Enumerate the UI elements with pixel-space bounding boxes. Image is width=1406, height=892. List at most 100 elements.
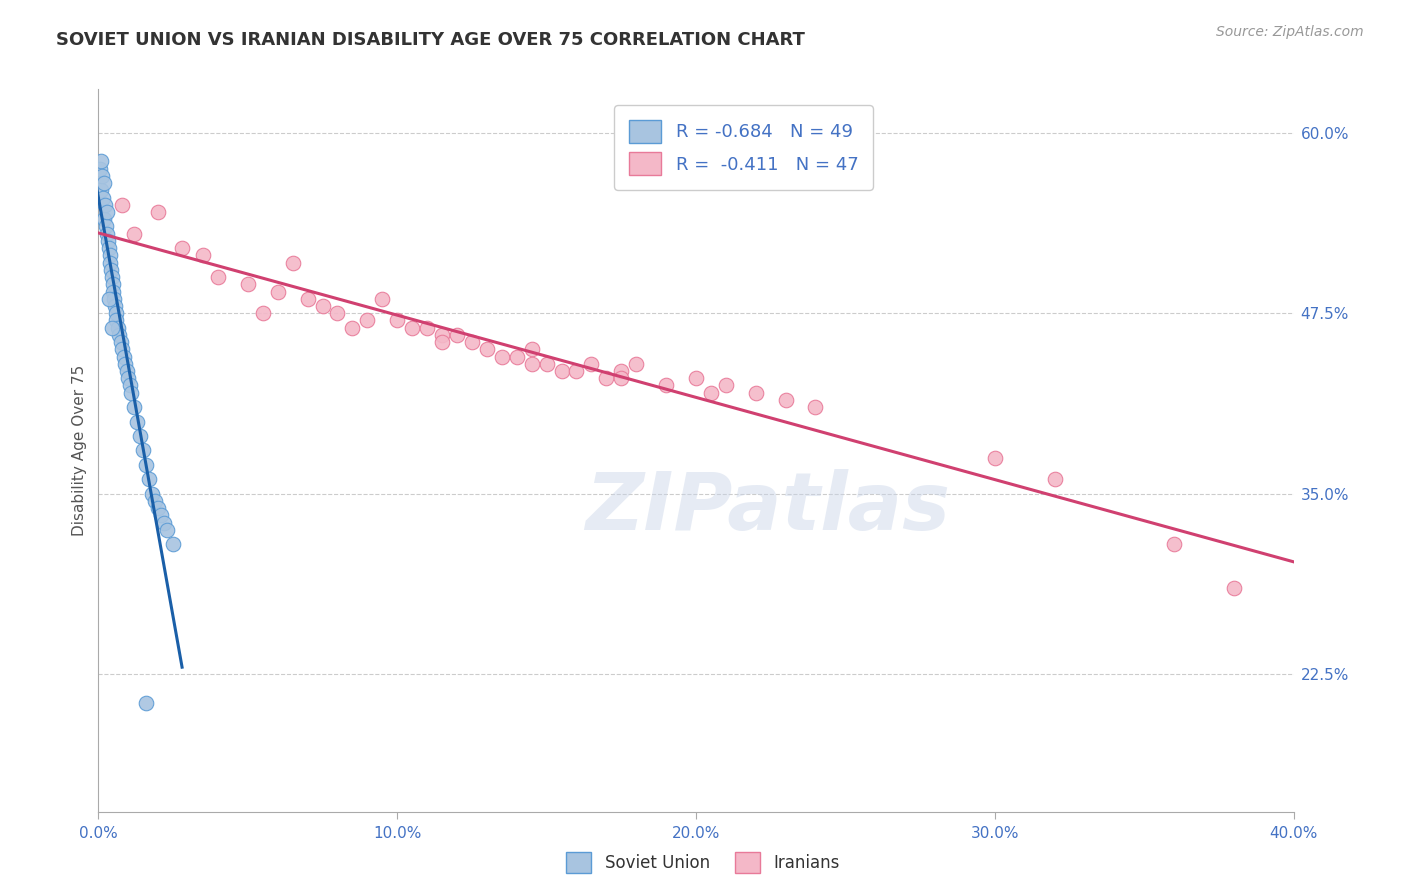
Point [581,357,603,371]
Point [97,292,120,306]
Point [98,255,122,269]
Legend: R = -0.684   N = 49, R =  -0.411   N = 47: R = -0.684 N = 49, R = -0.411 N = 47 [614,105,873,190]
Point [156,523,179,537]
Point [700,385,723,400]
Point [536,357,558,371]
Point [114,357,136,371]
Point [111,343,134,357]
Point [416,320,439,334]
Point [97,234,120,248]
Point [172,241,194,255]
Point [132,443,155,458]
Point [153,516,176,530]
Point [129,429,152,443]
Point [103,292,125,306]
Point [385,313,409,327]
Point [98,248,121,262]
Point [595,371,617,385]
Point [104,299,127,313]
Point [89,161,111,176]
Point [124,227,146,241]
Point [714,378,737,392]
Point [1043,472,1066,486]
Point [96,227,118,241]
Point [117,371,139,385]
Point [356,313,378,327]
Legend: Soviet Union, Iranians: Soviet Union, Iranians [560,846,846,880]
Point [148,205,170,219]
Point [506,350,529,364]
Point [104,306,127,320]
Point [236,277,259,292]
Point [297,292,319,306]
Point [207,270,229,285]
Point [984,450,1007,465]
Point [107,320,129,334]
Point [120,385,142,400]
Point [446,327,468,342]
Point [475,343,498,357]
Point [804,400,827,414]
Text: ZIPatlas: ZIPatlas [585,469,950,548]
Point [655,378,678,392]
Point [127,415,149,429]
Point [430,334,453,349]
Point [103,285,125,299]
Point [138,472,160,486]
Point [124,400,146,414]
Point [252,306,274,320]
Point [491,350,513,364]
Point [775,392,797,407]
Point [267,285,290,299]
Point [111,198,134,212]
Point [91,169,114,183]
Point [162,537,184,551]
Point [610,371,633,385]
Point [94,219,117,234]
Point [96,205,118,219]
Point [550,364,572,378]
Point [626,357,648,371]
Point [342,320,364,334]
Point [1163,537,1185,551]
Point [110,334,132,349]
Point [371,292,394,306]
Point [135,697,157,711]
Point [191,248,214,262]
Point [112,350,135,364]
Point [94,198,117,212]
Point [118,378,141,392]
Point [1223,581,1246,595]
Point [520,343,543,357]
Point [150,508,173,523]
Point [141,487,163,501]
Point [100,262,122,277]
Point [430,327,453,342]
Point [101,277,124,292]
Point [90,183,112,197]
Point [745,385,768,400]
Point [90,154,112,169]
Point [520,357,543,371]
Point [135,458,157,472]
Point [115,364,138,378]
Point [281,255,304,269]
Point [565,364,588,378]
Point [610,364,633,378]
Point [685,371,707,385]
Point [101,320,124,334]
Y-axis label: Disability Age Over 75: Disability Age Over 75 [72,365,87,536]
Point [108,327,131,342]
Point [311,299,333,313]
Point [93,212,115,227]
Point [326,306,349,320]
Point [461,334,484,349]
Point [148,501,170,516]
Point [143,494,166,508]
Point [101,270,124,285]
Point [91,191,114,205]
Point [97,241,120,255]
Point [105,313,128,327]
Point [93,176,115,190]
Point [401,320,423,334]
